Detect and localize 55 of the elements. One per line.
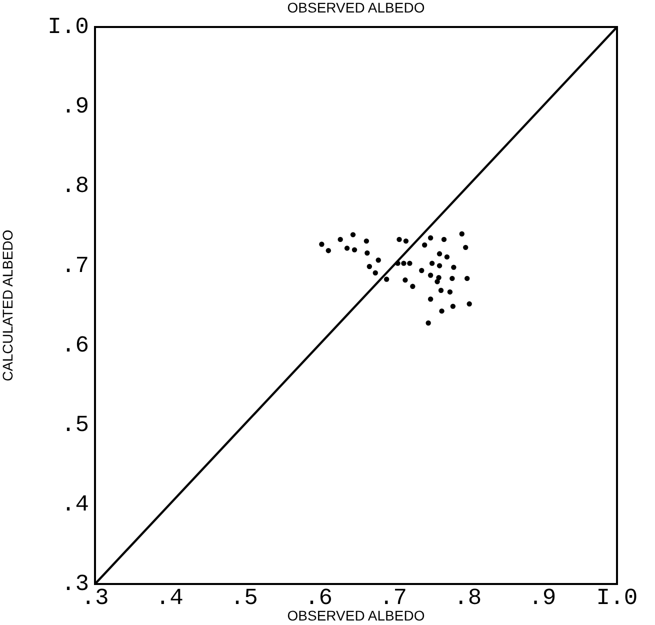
point xyxy=(403,238,409,244)
point xyxy=(450,276,455,282)
point xyxy=(428,272,434,278)
x2-axis-title: OBSERVED ALBEDO xyxy=(287,0,425,16)
point xyxy=(376,258,381,263)
point xyxy=(436,263,442,268)
point xyxy=(428,235,434,240)
point xyxy=(364,250,370,256)
point xyxy=(436,251,442,256)
point xyxy=(350,232,356,238)
x-tick-label: I.0 xyxy=(596,584,638,611)
x-tick-label: .9 xyxy=(528,584,556,611)
y-axis-title: CALCULATED ALBEDO xyxy=(0,230,16,382)
point xyxy=(338,236,343,242)
point xyxy=(439,308,444,314)
point xyxy=(428,296,434,302)
point xyxy=(426,320,431,326)
point xyxy=(396,236,402,242)
point xyxy=(395,260,400,266)
point xyxy=(444,254,450,260)
point xyxy=(434,279,440,284)
point xyxy=(464,276,470,282)
point xyxy=(441,236,447,242)
point xyxy=(319,242,324,247)
point xyxy=(407,260,412,266)
y-tick-label: .5 xyxy=(61,412,89,438)
point xyxy=(326,248,332,254)
point xyxy=(419,268,424,274)
y-tick-label: .7 xyxy=(61,252,89,279)
x-tick-label: .5 xyxy=(230,584,258,611)
point xyxy=(344,246,350,251)
y-tick-label: .8 xyxy=(61,173,89,200)
x-tick-label: .8 xyxy=(454,584,482,611)
x-tick-label: .4 xyxy=(156,584,184,611)
point xyxy=(366,264,372,270)
point xyxy=(422,242,428,248)
point xyxy=(459,231,464,236)
point xyxy=(438,288,444,293)
y-tick-label: .6 xyxy=(61,332,89,358)
point xyxy=(364,238,370,244)
point xyxy=(372,270,378,276)
point xyxy=(352,247,358,252)
point xyxy=(384,276,390,282)
point xyxy=(429,260,435,266)
point xyxy=(402,277,408,283)
y-tick-label: .9 xyxy=(61,94,89,120)
y-tick-label: I.0 xyxy=(48,14,89,40)
y-tick-label: .4 xyxy=(61,492,89,518)
point xyxy=(447,289,453,295)
point xyxy=(466,301,472,307)
point xyxy=(463,244,468,250)
point xyxy=(410,284,416,290)
point xyxy=(451,264,456,270)
point xyxy=(450,304,456,309)
point xyxy=(401,260,406,266)
